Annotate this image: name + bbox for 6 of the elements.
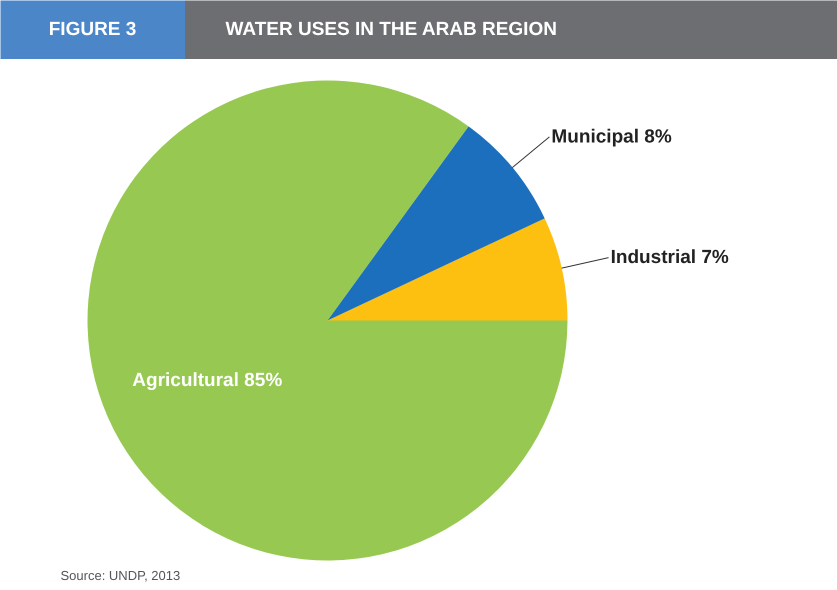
source-note: Source: UNDP, 2013 — [60, 568, 180, 583]
slice-label: Industrial 7% — [610, 247, 729, 268]
slice-label: Municipal 8% — [551, 126, 672, 148]
chart-title: WATER USES IN THE ARAB REGION — [226, 19, 557, 40]
slice-label: Agricultural 85% — [132, 370, 282, 391]
chart-subtitle: FIGURE 3 — [48, 19, 136, 40]
